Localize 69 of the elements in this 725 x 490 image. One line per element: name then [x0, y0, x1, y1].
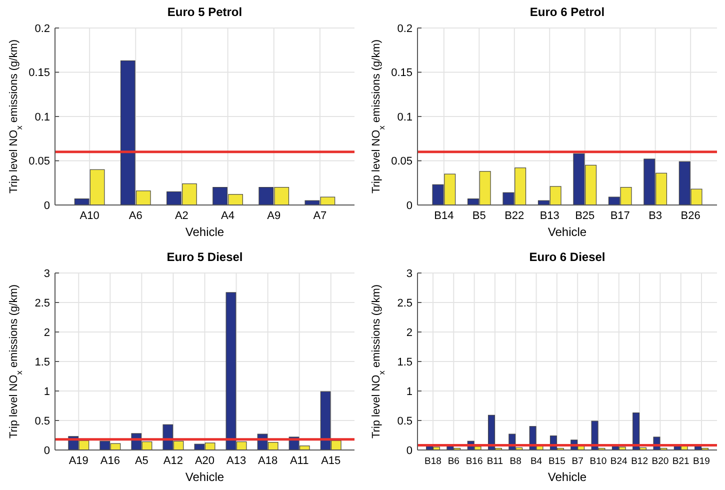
x-tick-label: B25	[575, 210, 595, 222]
x-tick-label: B21	[672, 456, 690, 467]
y-tick-label: 0.1	[34, 111, 50, 124]
y-tick-label: 3	[44, 268, 50, 280]
y-tick-label: 0	[406, 444, 412, 457]
y-tick-label: 0.15	[28, 67, 50, 80]
y-tick-label: 0.05	[391, 156, 412, 168]
x-tick-label: A10	[80, 210, 100, 222]
x-tick-label: B20	[652, 456, 669, 467]
x-tick-label: A13	[226, 455, 246, 467]
y-tick-label: 0	[44, 200, 50, 212]
x-tick-label: B13	[540, 210, 560, 222]
y-tick-label: 0.05	[28, 156, 50, 168]
y-tick-label: 0.2	[34, 22, 50, 35]
x-tick-label: B3	[648, 210, 662, 222]
y-tick-label: 2	[406, 326, 412, 339]
x-tick-label: B15	[548, 456, 566, 467]
chart-title: Euro 6 Petrol	[530, 5, 605, 19]
x-tick-label: A5	[134, 455, 148, 467]
x-tick-label: B24	[610, 456, 628, 467]
x-tick-label: B5	[472, 210, 486, 222]
x-tick-label: A2	[174, 210, 188, 222]
x-tick-label: A11	[290, 455, 309, 467]
x-tick-label: B10	[590, 456, 607, 467]
x-tick-label: B16	[466, 456, 483, 467]
x-tick-label: B6	[448, 456, 460, 467]
x-axis-title: Vehicle	[548, 225, 587, 239]
x-tick-label: B22	[504, 210, 524, 222]
y-tick-label: 1	[406, 386, 412, 398]
x-axis-title: Vehicle	[185, 225, 224, 239]
x-tick-label: B14	[434, 210, 454, 222]
x-tick-label: B11	[486, 456, 504, 467]
x-axis-title: Vehicle	[548, 470, 587, 484]
x-tick-label: A7	[313, 210, 327, 222]
y-tick-label: 2.5	[34, 297, 50, 310]
x-tick-label: B19	[693, 456, 710, 467]
y-tick-label: 3	[406, 268, 412, 280]
chart-title: Euro 5 Diesel	[166, 250, 243, 264]
y-tick-label: 0.1	[397, 111, 412, 124]
x-tick-label: B8	[510, 456, 522, 467]
y-tick-label: 0.5	[397, 415, 412, 428]
x-tick-label: A20	[194, 455, 215, 467]
y-tick-label: 0.2	[397, 22, 412, 35]
x-tick-label: B18	[424, 456, 442, 467]
y-tick-label: 0	[44, 444, 50, 457]
y-tick-label: 0.15	[391, 67, 412, 80]
y-tick-label: 0	[406, 200, 412, 212]
x-tick-label: A6	[128, 210, 142, 222]
x-tick-label: A18	[258, 455, 278, 467]
x-tick-label: B17	[610, 210, 630, 222]
chart-title: Euro 6 Diesel	[529, 250, 606, 264]
x-tick-label: A4	[221, 210, 235, 222]
x-tick-label: A16	[100, 455, 120, 467]
x-axis-title: Vehicle	[185, 470, 224, 484]
x-tick-label: A15	[321, 455, 341, 467]
y-tick-label: 0.5	[34, 415, 50, 428]
chart-title: Euro 5 Petrol	[167, 5, 242, 19]
y-tick-label: 2.5	[397, 297, 412, 310]
y-tick-label: 1.5	[34, 356, 50, 368]
x-tick-label: A19	[68, 455, 88, 467]
x-tick-label: B4	[530, 456, 542, 467]
y-tick-label: 2	[44, 326, 50, 339]
x-tick-label: A12	[163, 455, 184, 467]
x-tick-label: B7	[572, 456, 584, 467]
y-tick-label: 1.5	[397, 356, 412, 368]
x-tick-label: A9	[267, 210, 281, 222]
y-tick-label: 1	[44, 386, 50, 398]
x-tick-label: B12	[631, 456, 648, 467]
x-tick-label: B26	[680, 210, 700, 222]
